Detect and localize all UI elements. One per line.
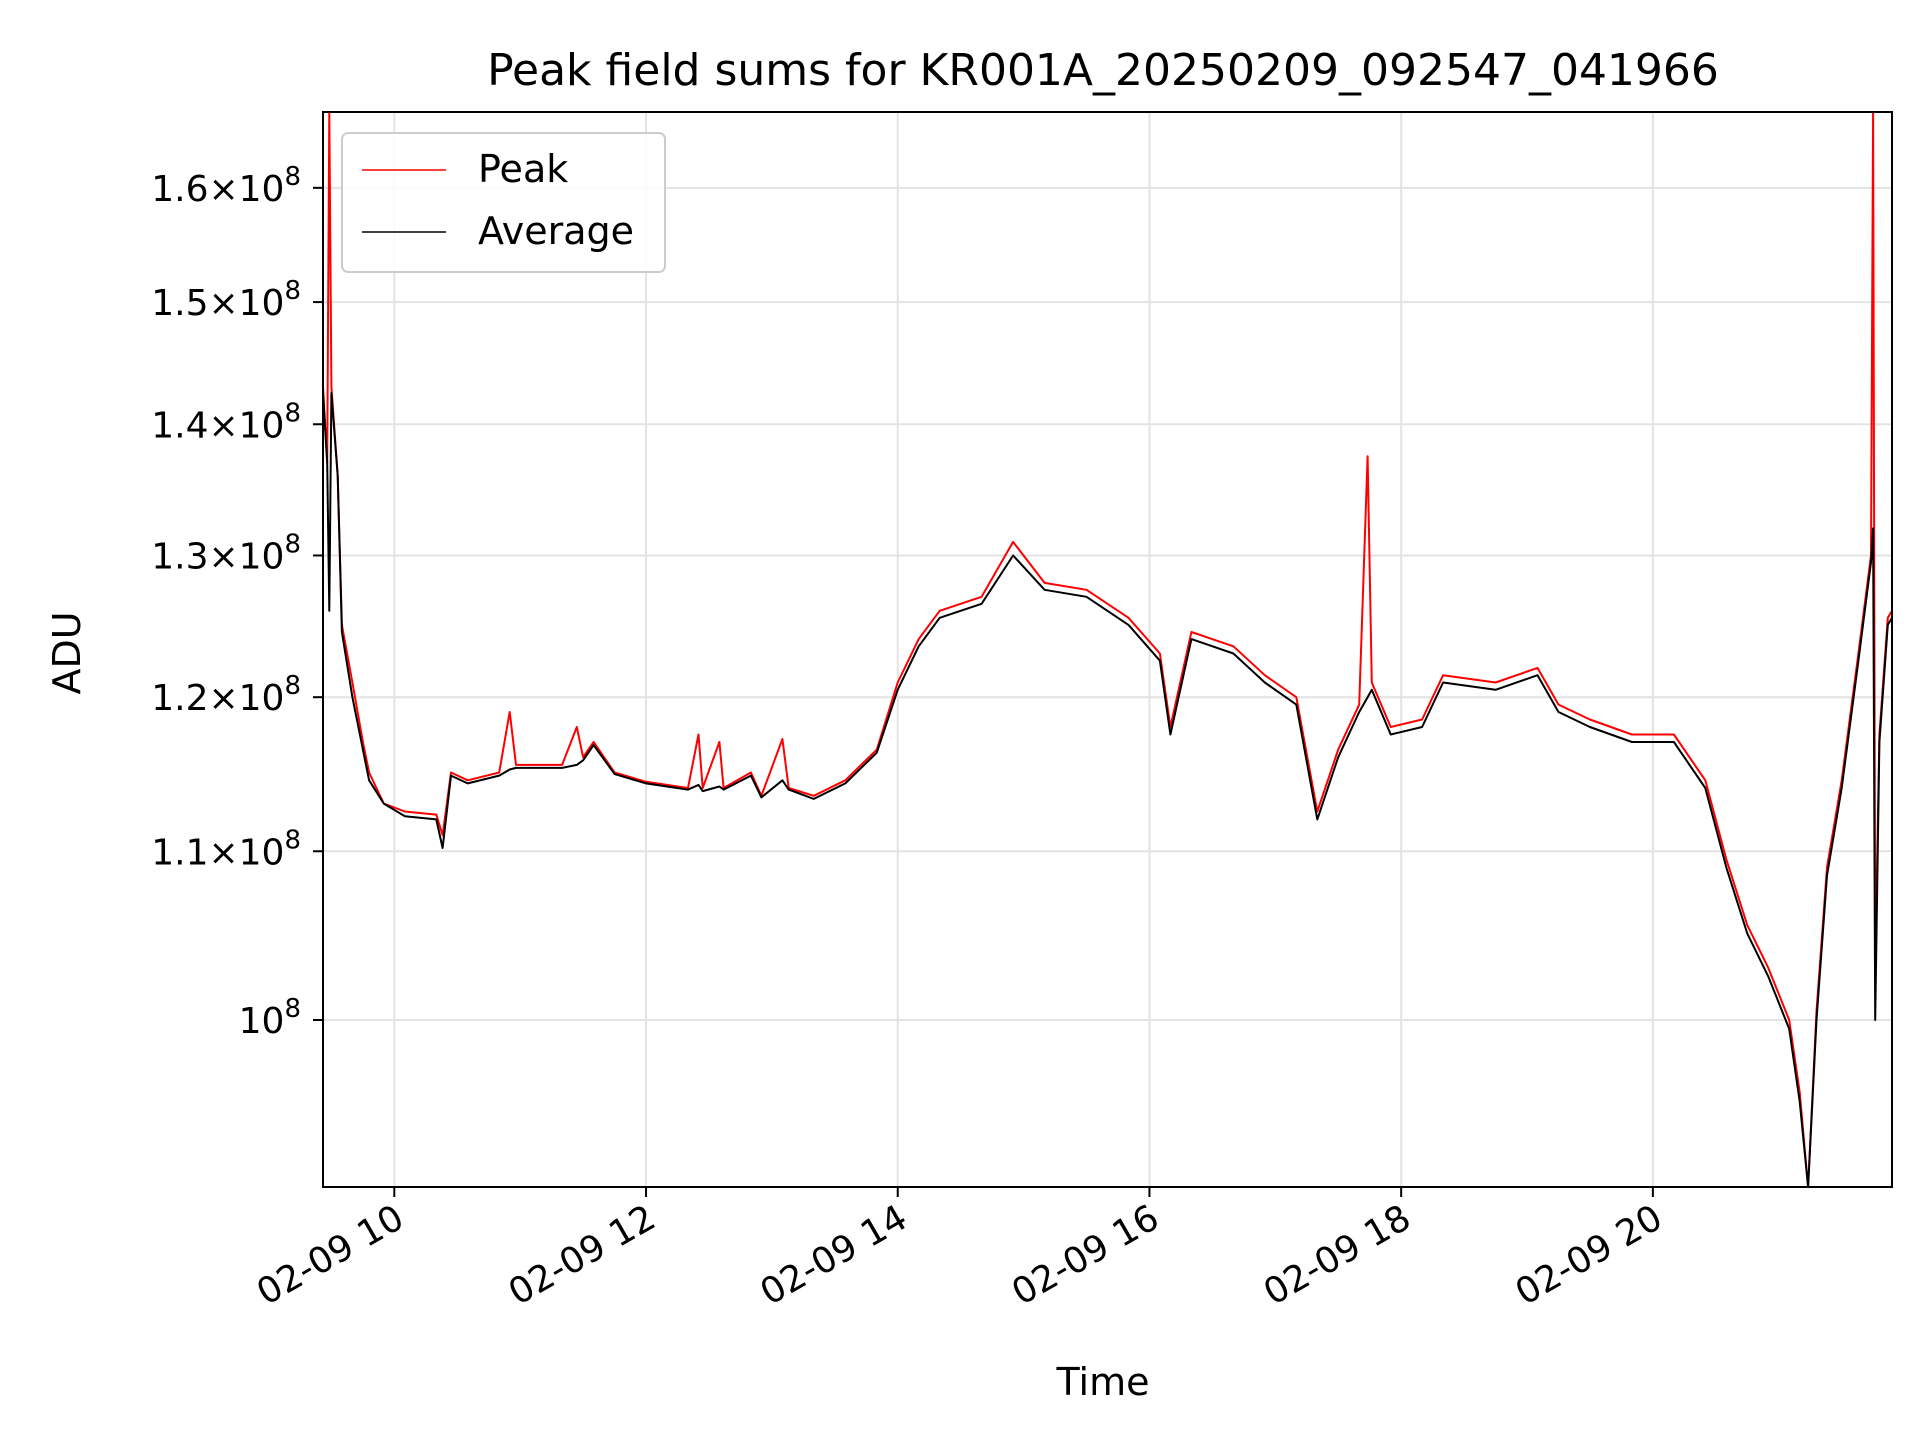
y-tick-label-base: 1.2×10	[151, 678, 284, 719]
y-tick-label-exponent: 8	[284, 994, 301, 1024]
y-tick-label: 1.4×108	[151, 398, 301, 446]
y-tick-label-base: 1.5×10	[151, 283, 284, 324]
y-tick-label-base: 1.6×10	[151, 169, 284, 210]
legend: Peak Average	[341, 132, 666, 273]
y-tick-label-exponent: 8	[284, 825, 301, 855]
y-tick-label: 1.2×108	[151, 671, 301, 719]
y-tick-label-exponent: 8	[284, 276, 301, 306]
y-tick-label: 1.5×108	[151, 276, 301, 324]
series-line-peak	[322, 111, 1893, 1188]
series-line-average	[322, 391, 1893, 1188]
y-tick-label-exponent: 8	[284, 529, 301, 559]
y-tick-label-exponent: 8	[284, 671, 301, 701]
series-layer	[322, 111, 1893, 1188]
y-tick-label-base: 10	[239, 1001, 285, 1042]
legend-label-peak: Peak	[478, 147, 568, 191]
y-tick-label-exponent: 8	[284, 162, 301, 192]
chart-title: Peak field sums for KR001A_20250209_0925…	[487, 45, 1719, 96]
y-axis-label: ADU	[45, 611, 89, 694]
y-tick-label: 1.1×108	[151, 825, 301, 873]
y-tick-label: 108	[239, 994, 301, 1042]
y-tick-label: 1.3×108	[151, 529, 301, 577]
y-tick-label: 1.6×108	[151, 162, 301, 210]
y-tick-label-exponent: 8	[284, 398, 301, 428]
legend-label-average: Average	[478, 209, 634, 253]
plot-frame	[322, 111, 1893, 1188]
y-tick-label-base: 1.3×10	[151, 536, 284, 577]
legend-box	[341, 132, 666, 273]
y-tick-label-base: 1.1×10	[151, 832, 284, 873]
x-axis-label: Time	[1056, 1360, 1150, 1404]
y-tick-label-base: 1.4×10	[151, 405, 284, 446]
